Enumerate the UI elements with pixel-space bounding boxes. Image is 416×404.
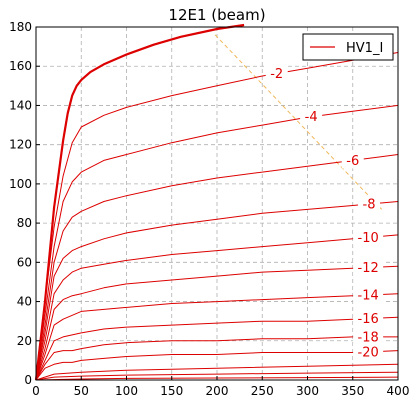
legend: HV1_I (302, 33, 394, 61)
x-tick-label: 300 (296, 384, 319, 398)
y-tick-label: 40 (17, 295, 32, 309)
series-line (35, 293, 399, 381)
curve-labels: -2 -4 -6 -8 -10 -12 -14 -16 -18-20 (265, 65, 384, 360)
series-line (35, 52, 399, 381)
guide-line-path (214, 34, 383, 210)
x-tick-label: 100 (115, 384, 138, 398)
curve-label: -14 (358, 289, 379, 304)
curve-label: -6 (346, 154, 359, 169)
series-line (35, 154, 399, 381)
series-line (35, 371, 399, 381)
curve-label-bg (353, 328, 384, 345)
curve-label-bg (300, 108, 323, 125)
curve-label-bg (353, 343, 384, 360)
ticks: 0 50 100 150 200 250 300 350 400 0 20 40 60 80 100 120 1… (9, 20, 409, 398)
curve-label-bg (353, 259, 384, 276)
guide-line (214, 34, 383, 210)
x-tick-label: 200 (206, 384, 229, 398)
series-line (35, 234, 399, 381)
series-line-hv1-i (34, 23, 245, 381)
curve-label: -4 (305, 110, 318, 125)
chart-title: 12E1 (beam) (168, 6, 265, 24)
curve-label: -18 (358, 330, 379, 345)
curve-label-bg (353, 310, 384, 327)
y-tick-label: 20 (17, 334, 32, 348)
curve-label: -8 (363, 198, 376, 213)
y-tick-label: 120 (9, 138, 32, 152)
x-tick-label: 0 (32, 384, 40, 398)
grid (35, 26, 399, 381)
curve-label-bg (265, 65, 288, 82)
curve-label: -20 (358, 345, 379, 360)
curve-label-bg (353, 229, 384, 246)
curve-label-bg (341, 152, 364, 169)
series-line (35, 363, 399, 381)
y-tick-label: 100 (9, 177, 32, 191)
series-line (35, 201, 399, 381)
series-line (35, 104, 399, 381)
curve-label-bg (358, 196, 381, 213)
y-tick-label: 160 (9, 59, 32, 73)
series-line (35, 336, 398, 381)
x-tick-label: 350 (341, 384, 364, 398)
curve-label: -12 (358, 261, 379, 276)
series-line (35, 316, 399, 381)
curve-label: -2 (270, 67, 283, 82)
x-tick-label: 400 (387, 384, 410, 398)
x-tick-label: 150 (160, 384, 183, 398)
y-tick-label: 180 (9, 20, 32, 34)
series-line (35, 265, 399, 381)
y-tick-label: 0 (24, 373, 32, 387)
curve-label: -16 (358, 312, 379, 327)
curve-label: -10 (358, 231, 379, 246)
curve-label-bg (353, 287, 384, 304)
y-tick-label: 60 (17, 255, 32, 269)
y-tick-label: 80 (17, 216, 32, 230)
y-tick-label: 140 (9, 98, 32, 112)
legend-label: HV1_I (346, 41, 383, 56)
series-line (35, 350, 399, 381)
series-group (34, 23, 399, 381)
x-tick-label: 50 (74, 384, 89, 398)
x-tick-label: 250 (251, 384, 274, 398)
